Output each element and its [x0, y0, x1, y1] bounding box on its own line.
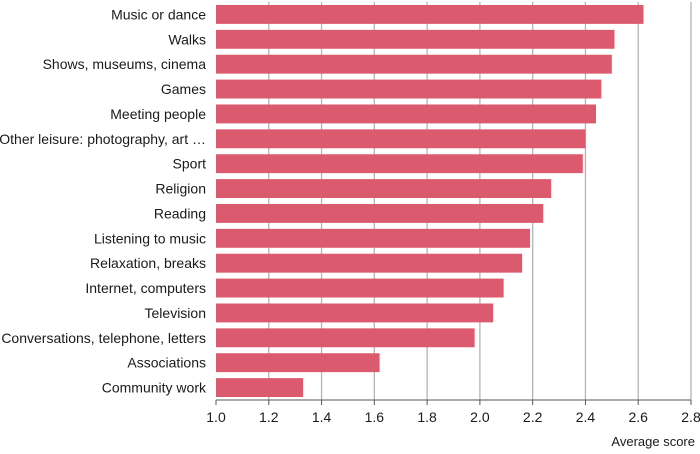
- bar: [216, 278, 504, 298]
- category-label: Television: [145, 305, 206, 321]
- category-label: Religion: [155, 181, 206, 197]
- category-label: Other leisure: photography, art …: [0, 131, 206, 147]
- category-label: Music or dance: [111, 6, 206, 22]
- category-label: Internet, computers: [85, 280, 206, 296]
- category-label: Reading: [154, 205, 206, 221]
- bar: [216, 154, 583, 174]
- x-tick-label: 2.4: [576, 409, 596, 425]
- x-tick-label: 1.8: [417, 409, 437, 425]
- bar: [216, 179, 552, 199]
- bar: [216, 353, 380, 373]
- bar: [216, 228, 531, 248]
- bar: [216, 79, 602, 99]
- x-tick-label: 2.6: [628, 409, 648, 425]
- category-label: Associations: [127, 355, 206, 371]
- category-label: Meeting people: [110, 106, 206, 122]
- x-tick-label: 2.2: [523, 409, 543, 425]
- x-tick-label: 1.4: [312, 409, 332, 425]
- x-tick-label: 1.2: [259, 409, 279, 425]
- bar: [216, 4, 644, 24]
- x-tick-labels: 1.0 1.2 1.4 1.6 1.8 2.0 2.2 2.4 2.6 2.8: [206, 400, 700, 425]
- bar: [216, 378, 304, 398]
- bar: [216, 54, 612, 74]
- category-label: Conversations, telephone, letters: [1, 330, 206, 346]
- category-label: Community work: [102, 380, 207, 396]
- x-axis-label: Average score: [611, 434, 695, 449]
- bars: [216, 4, 644, 398]
- bar: [216, 29, 615, 49]
- category-labels: Music or dance Walks Shows, museums, cinem…: [0, 6, 207, 395]
- x-tick-label: 2.0: [470, 409, 490, 425]
- bar: [216, 253, 523, 273]
- x-tick-label: 1.0: [206, 409, 226, 425]
- bar: [216, 328, 475, 348]
- bar: [216, 129, 586, 149]
- bar: [216, 303, 494, 323]
- category-label: Shows, museums, cinema: [43, 56, 207, 72]
- category-label: Games: [161, 81, 206, 97]
- bar: [216, 104, 596, 124]
- x-tick-label: 2.8: [681, 409, 700, 425]
- category-label: Sport: [173, 156, 207, 172]
- bar: [216, 203, 544, 223]
- category-label: Walks: [168, 31, 206, 47]
- category-label: Relaxation, breaks: [90, 255, 206, 271]
- category-label: Listening to music: [94, 230, 206, 246]
- x-tick-label: 1.6: [365, 409, 385, 425]
